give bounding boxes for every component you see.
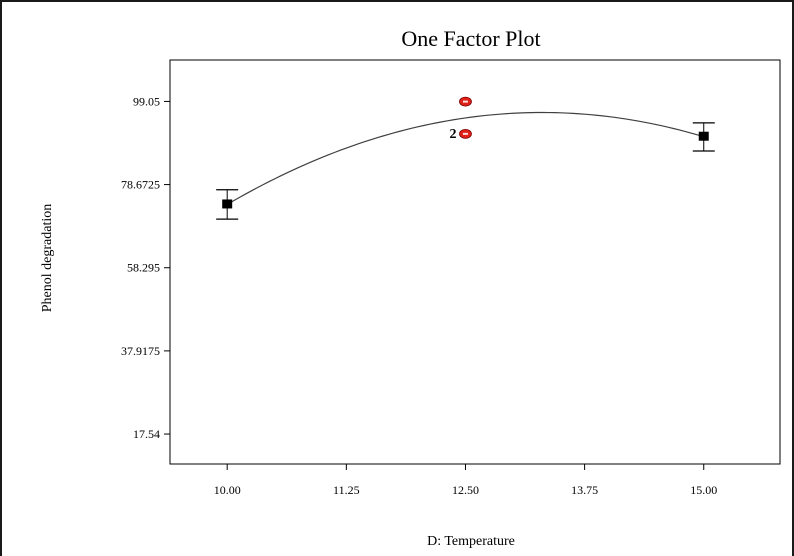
fitted-curve	[226, 111, 704, 205]
design-point-highlight	[462, 132, 468, 135]
design-points: 2	[449, 96, 472, 142]
x-tick-label: 12.50	[452, 483, 479, 497]
mean-point	[216, 189, 239, 220]
design-point-highlight	[462, 100, 468, 103]
y-tick-label: 99.05	[133, 94, 160, 108]
x-tick-label: 11.25	[333, 483, 360, 497]
x-tick-label: 13.75	[571, 483, 598, 497]
x-axis-label: D: Temperature	[427, 534, 515, 549]
factor-means	[216, 122, 715, 220]
x-axis-ticks: 10.00 11.25 12.50 13.75 15.00	[214, 464, 717, 497]
x-tick-label: 10.00	[214, 483, 241, 497]
mean-marker	[698, 131, 709, 141]
mean-point	[692, 122, 715, 152]
plot-area	[169, 59, 781, 465]
y-tick-label: 37.9175	[121, 344, 160, 358]
y-axis-label: Phenol degradation	[40, 204, 55, 312]
design-point	[459, 96, 472, 107]
y-axis-ticks: 17.54 37.9175 58.295 78.6725 99.05	[121, 94, 170, 441]
y-tick-label: 78.6725	[121, 178, 160, 192]
y-tick-label: 17.54	[133, 427, 160, 441]
design-point-count-label: 2	[449, 127, 456, 142]
y-tick-label: 58.295	[127, 261, 160, 275]
mean-marker	[222, 199, 233, 209]
chart-title: One Factor Plot	[401, 26, 540, 51]
x-tick-label: 15.00	[690, 483, 717, 497]
design-point: 2	[449, 127, 472, 142]
